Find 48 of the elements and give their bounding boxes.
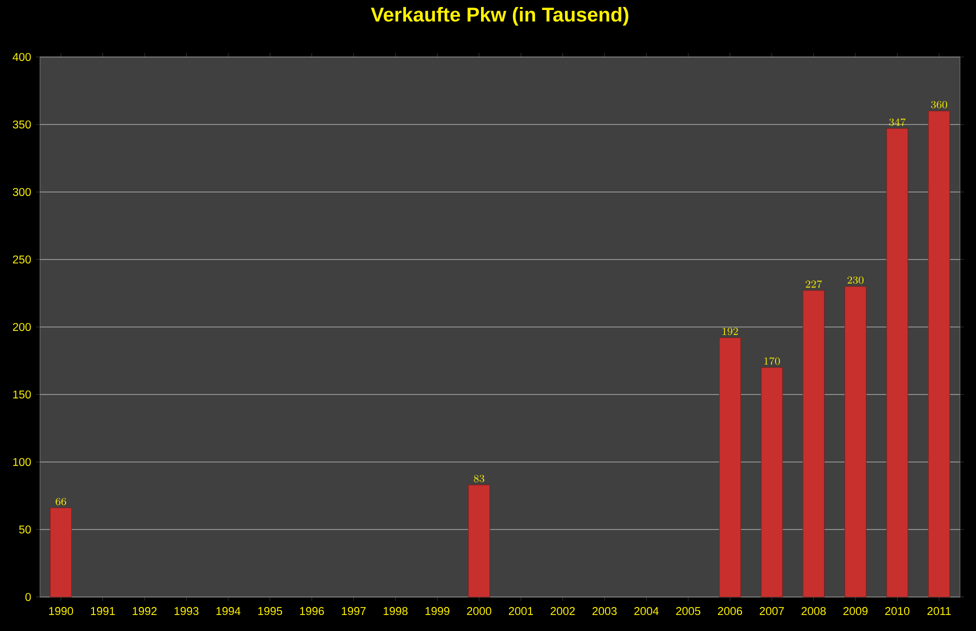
x-tick-label: 1994 <box>216 607 240 616</box>
bar <box>760 367 783 598</box>
y-tick-label: 300 <box>12 188 31 196</box>
y-tick-label: 350 <box>12 120 31 128</box>
data-label: 347 <box>889 118 906 126</box>
bar <box>468 484 490 598</box>
x-tick-label: 2005 <box>676 607 700 616</box>
x-tick-label: 2008 <box>802 607 826 616</box>
x-tick-label: 1990 <box>49 607 74 616</box>
bar <box>719 338 741 598</box>
x-tick-label: 1991 <box>90 607 115 616</box>
bar <box>802 290 825 598</box>
data-label: 192 <box>722 328 738 336</box>
x-tick-label: 2011 <box>927 607 951 616</box>
x-tick-label: 2001 <box>508 607 533 616</box>
y-tick-label: 50 <box>19 525 31 534</box>
y-tick-label: 200 <box>12 322 31 331</box>
data-label: 227 <box>806 280 822 288</box>
x-tick-label: 1997 <box>342 607 366 616</box>
data-label: 170 <box>764 357 780 365</box>
bar <box>844 286 866 598</box>
y-tick-label: 150 <box>13 390 31 398</box>
data-label: 230 <box>848 276 864 284</box>
x-tick-label: 1992 <box>132 607 157 616</box>
data-label: 360 <box>931 100 948 108</box>
x-tick-label: 2000 <box>467 607 492 616</box>
x-tick-label: 1995 <box>258 607 282 616</box>
x-tick-label: 2003 <box>592 607 617 616</box>
y-tick-label: 100 <box>13 458 31 466</box>
bar <box>928 110 950 598</box>
data-label: 83 <box>474 474 484 482</box>
x-tick-label: 2002 <box>550 607 575 616</box>
x-tick-label: 2006 <box>718 607 742 616</box>
x-tick-label: 2007 <box>760 607 784 616</box>
y-tick-label: 0 <box>25 592 31 601</box>
x-tick-label: 2010 <box>885 607 910 616</box>
x-tick-label: 2009 <box>843 607 868 616</box>
x-tick-label: 1996 <box>300 607 324 616</box>
y-tick-label: 400 <box>12 52 31 61</box>
y-tick-label: 250 <box>12 255 31 264</box>
x-tick-label: 1999 <box>426 607 450 616</box>
bar <box>886 128 908 598</box>
x-tick-label: 1998 <box>384 607 408 616</box>
data-label: 66 <box>56 498 66 506</box>
chart-title: Verkaufte Pkw (in Tausend) <box>370 6 628 26</box>
x-tick-label: 2004 <box>634 607 659 616</box>
bar <box>50 508 72 598</box>
x-tick-label: 1993 <box>174 607 198 616</box>
